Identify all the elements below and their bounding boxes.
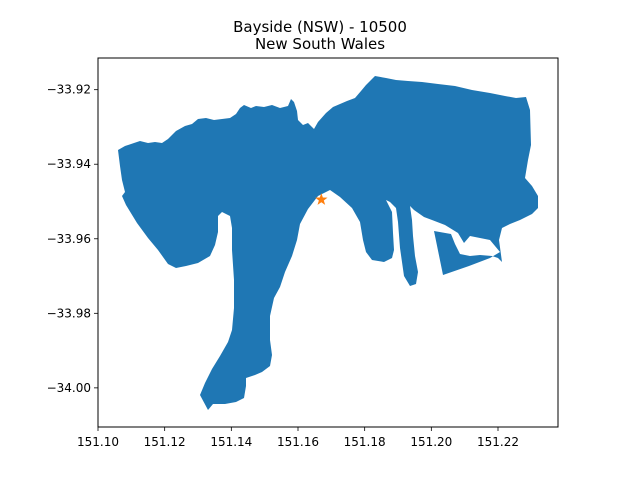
x-tick-label: 151.18 [344,435,386,449]
x-tick-label: 151.12 [144,435,186,449]
x-tick-label: 151.16 [277,435,319,449]
axes-frame [97,57,559,428]
x-tick-label: 151.20 [410,435,452,449]
y-tick-label: −33.96 [47,232,91,246]
y-tick-label: −33.98 [47,306,91,320]
x-axis: 151.10 151.12 151.14 151.16 151.18 151.20 151.… [77,427,519,449]
map-title-line-2: New South Wales [255,35,385,53]
region-polygon [118,76,538,410]
map-title-line-1: Bayside (NSW) - 10500 [233,18,407,36]
y-tick-label: −34.00 [47,381,91,395]
x-tick-label: 151.14 [210,435,252,449]
y-tick-label: −33.94 [47,157,91,171]
marker-layer [315,193,328,205]
star-marker-icon [315,193,328,205]
x-tick-label: 151.10 [77,435,119,449]
x-tick-label: 151.22 [477,435,519,449]
y-tick-label: −33.92 [47,83,91,97]
plot-area [97,57,559,428]
y-axis: −33.92 −33.94 −33.96 −33.98 −34.00 [47,83,98,395]
